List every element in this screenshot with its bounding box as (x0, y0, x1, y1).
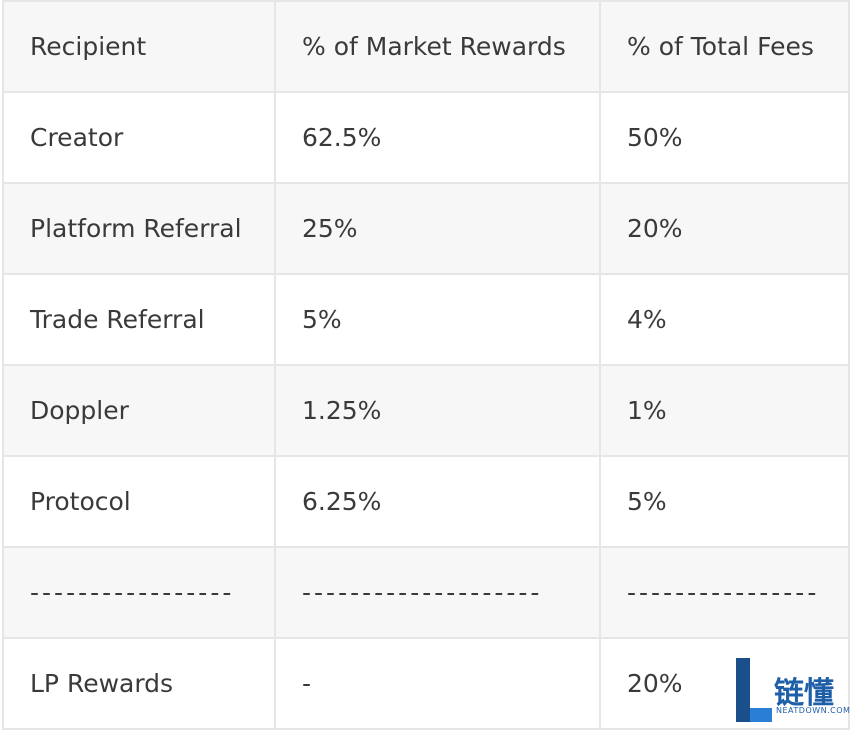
table-body: Creator 62.5% 50% Platform Referral 25% 20% Tr… (2, 91, 850, 730)
table-cell: Doppler (2, 364, 276, 457)
table-cell: 1% (599, 364, 850, 457)
table-row: LP Rewards -20% (2, 637, 850, 730)
table-cell: Creator (2, 91, 276, 184)
table-cell: 4% (599, 273, 850, 366)
table-cell: 20% (599, 182, 850, 275)
table-cell: Trade Referral (2, 273, 276, 366)
watermark-logo (736, 658, 772, 722)
table-cell: - (274, 637, 601, 730)
header-cell: % of Market Rewards (274, 0, 601, 93)
table-cell: 5% (599, 455, 850, 548)
table-cell: 1.25% (274, 364, 601, 457)
watermark: 链懂 NEATDOWN.COM (734, 658, 850, 726)
table-row: Creator 62.5% 50% (2, 91, 850, 184)
table-cell: 20% (599, 637, 850, 730)
table-row: ----------------- -------------------- ---… (2, 546, 850, 639)
table-cell: 50% (599, 91, 850, 184)
table-cell: 62.5% (274, 91, 601, 184)
table-cell: Platform Referral (2, 182, 276, 275)
table-row: Protocol 6.25% 5% (2, 455, 850, 548)
watermark-subtext: NEATDOWN.COM (776, 706, 850, 715)
watermark-text: 链懂 (774, 676, 834, 711)
table-cell: ----------------- (2, 546, 276, 639)
table-cell: LP Rewards (2, 637, 276, 730)
table-cell: ---------------- (599, 546, 850, 639)
table-cell: 6.25% (274, 455, 601, 548)
header-row: Recipient% of Market Rewards% of Total F… (2, 0, 850, 93)
header-cell: % of Total Fees (599, 0, 850, 93)
header-cell: Recipient (2, 0, 276, 93)
table-cell: -------------------- (274, 546, 601, 639)
table-cell: 5% (274, 273, 601, 366)
table-row: Trade Referral 5% 4% (2, 273, 850, 366)
table-cell: Protocol (2, 455, 276, 548)
table-row: Platform Referral 25% 20% (2, 182, 850, 275)
table-cell: 25% (274, 182, 601, 275)
table-row: Doppler 1.25% 1% (2, 364, 850, 457)
